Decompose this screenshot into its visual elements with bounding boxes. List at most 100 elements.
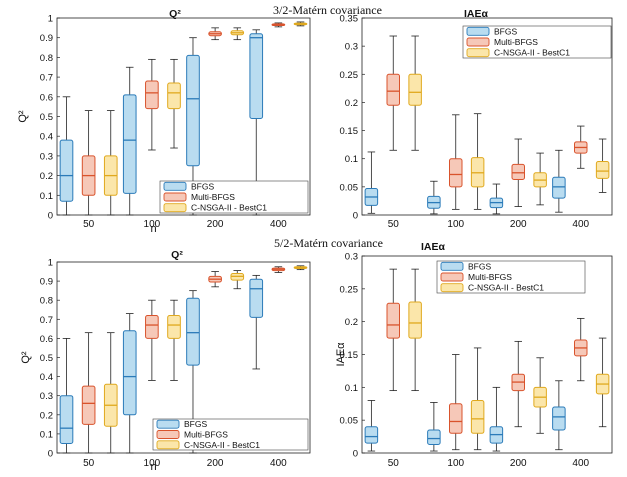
x-tick-label: 100 xyxy=(447,458,464,469)
box-c-nsga-ii-bestc1-100 xyxy=(167,299,181,381)
box-c-nsga-ii-bestc1-400 xyxy=(595,337,610,428)
box-c-nsga-ii-bestc1-50 xyxy=(408,268,422,392)
y-tick-label: 0 xyxy=(48,449,53,460)
y-tick-label: 0.35 xyxy=(340,14,359,25)
box-bfgs-400 xyxy=(249,29,264,216)
box-bfgs-400 xyxy=(552,380,566,451)
legend-swatch xyxy=(440,261,464,271)
legend-label: BFGS xyxy=(494,26,517,36)
y-tick-label: 0.6 xyxy=(40,92,53,103)
box-iqr xyxy=(122,330,137,416)
box-bfgs-200 xyxy=(489,386,504,452)
legend-swatch xyxy=(156,419,180,429)
x-tick-label: 200 xyxy=(207,458,224,469)
box-c-nsga-ii-bestc1-200 xyxy=(230,27,245,41)
y-tick-label: 0.2 xyxy=(40,171,53,182)
legend-swatch xyxy=(440,272,464,282)
box-iqr xyxy=(408,301,422,339)
y-tick-label: 0 xyxy=(353,449,358,460)
y-tick-label: 0.3 xyxy=(345,252,358,263)
box-iqr xyxy=(249,278,264,318)
box-multi-bfgs-100 xyxy=(449,114,463,210)
chart-title: IAEα xyxy=(421,241,446,253)
box-bfgs-400 xyxy=(249,274,264,370)
box-bfgs-50 xyxy=(59,337,74,454)
box-iqr xyxy=(167,82,181,110)
y-tick-label: 0.2 xyxy=(40,410,53,421)
legend-swatch xyxy=(163,203,187,213)
box-c-nsga-ii-bestc1-50 xyxy=(103,332,118,454)
x-tick-label: 100 xyxy=(447,219,464,230)
legend-label: Multi-BFGS xyxy=(191,192,235,202)
y-tick-label: 0.7 xyxy=(40,73,53,84)
y-tick-label: 0.4 xyxy=(40,132,53,143)
y-tick-label: 0.1 xyxy=(40,429,53,440)
box-bfgs-200 xyxy=(186,37,200,216)
box-multi-bfgs-200 xyxy=(208,271,222,288)
y-tick-label: 0.2 xyxy=(345,317,358,328)
y-tick-label: 0.9 xyxy=(40,33,53,44)
y-tick-label: 0.8 xyxy=(40,296,53,307)
x-tick-label: 200 xyxy=(207,219,224,230)
x-tick-label: 50 xyxy=(83,458,95,469)
y-tick-label: 0.8 xyxy=(40,53,53,64)
box-multi-bfgs-400 xyxy=(574,125,588,169)
legend-swatch xyxy=(466,37,490,47)
y-tick-label: 0.7 xyxy=(40,315,53,326)
y-tick-label: 0.9 xyxy=(40,277,53,288)
x-tick-label: 100 xyxy=(144,458,161,469)
y-tick-label: 0.15 xyxy=(340,126,359,137)
box-c-nsga-ii-bestc1-400 xyxy=(595,138,610,193)
y-tick-label: 0.5 xyxy=(40,353,53,364)
box-iqr xyxy=(81,385,96,425)
box-multi-bfgs-200 xyxy=(511,340,525,428)
x-tick-label: 50 xyxy=(388,458,400,469)
y-tick-label: 0.05 xyxy=(340,182,359,193)
x-tick-label: 400 xyxy=(270,219,287,230)
box-c-nsga-ii-bestc1-100 xyxy=(167,58,181,149)
y-tick-label: 0.05 xyxy=(340,416,359,427)
y-tick-label: 0 xyxy=(353,211,358,222)
legend-swatch xyxy=(466,26,490,36)
box-bfgs-50 xyxy=(364,151,379,214)
box-multi-bfgs-50 xyxy=(386,268,400,392)
chart-panel-3: 0 0.1 0.2 0.3 0.4 0.5 0.6 0.7 0.8 0.9 1 50 100 200 400… xyxy=(20,249,311,473)
legend-label: C-NSGA-II - BestC1 xyxy=(184,440,260,450)
box-bfgs-100 xyxy=(427,402,441,452)
y-tick-label: 0.25 xyxy=(340,284,359,295)
box-multi-bfgs-50 xyxy=(386,35,400,151)
box-iqr xyxy=(249,33,264,119)
x-tick-label: 400 xyxy=(572,458,589,469)
y-tick-label: 0.5 xyxy=(40,112,53,123)
box-iqr xyxy=(386,73,400,106)
box-c-nsga-ii-bestc1-200 xyxy=(230,270,245,290)
box-bfgs-100 xyxy=(122,313,137,454)
box-iqr xyxy=(552,406,566,431)
box-iqr xyxy=(59,139,74,202)
chart-title: Q² xyxy=(171,249,183,261)
y-tick-label: 1 xyxy=(48,258,53,269)
y-tick-label: 0.1 xyxy=(345,154,358,165)
section-title-5-2-matern: 5/2-Matérn covariance xyxy=(274,236,383,250)
y-axis-label: IAEα xyxy=(335,342,347,367)
legend-swatch xyxy=(163,181,187,191)
box-iqr xyxy=(449,158,463,188)
legend-swatch xyxy=(440,283,464,293)
box-multi-bfgs-400 xyxy=(271,266,286,273)
x-tick-label: 50 xyxy=(83,219,95,230)
y-tick-label: 0.3 xyxy=(40,151,53,162)
x-tick-label: 200 xyxy=(510,219,527,230)
box-bfgs-100 xyxy=(122,66,137,216)
box-iqr xyxy=(408,73,422,106)
box-multi-bfgs-50 xyxy=(81,110,96,216)
y-tick-label: 0.1 xyxy=(345,383,358,394)
chart-panel-4: 0 0.05 0.1 0.15 0.2 0.25 0.3 50 100 200 400 IAEα IAE… xyxy=(335,241,613,469)
y-tick-label: 0.1 xyxy=(40,191,53,202)
box-bfgs-50 xyxy=(364,400,379,452)
y-tick-label: 0 xyxy=(48,211,53,222)
box-iqr xyxy=(552,176,566,199)
box-iqr xyxy=(470,399,485,434)
x-tick-label: 100 xyxy=(144,219,161,230)
x-axis-label: n xyxy=(150,223,156,235)
